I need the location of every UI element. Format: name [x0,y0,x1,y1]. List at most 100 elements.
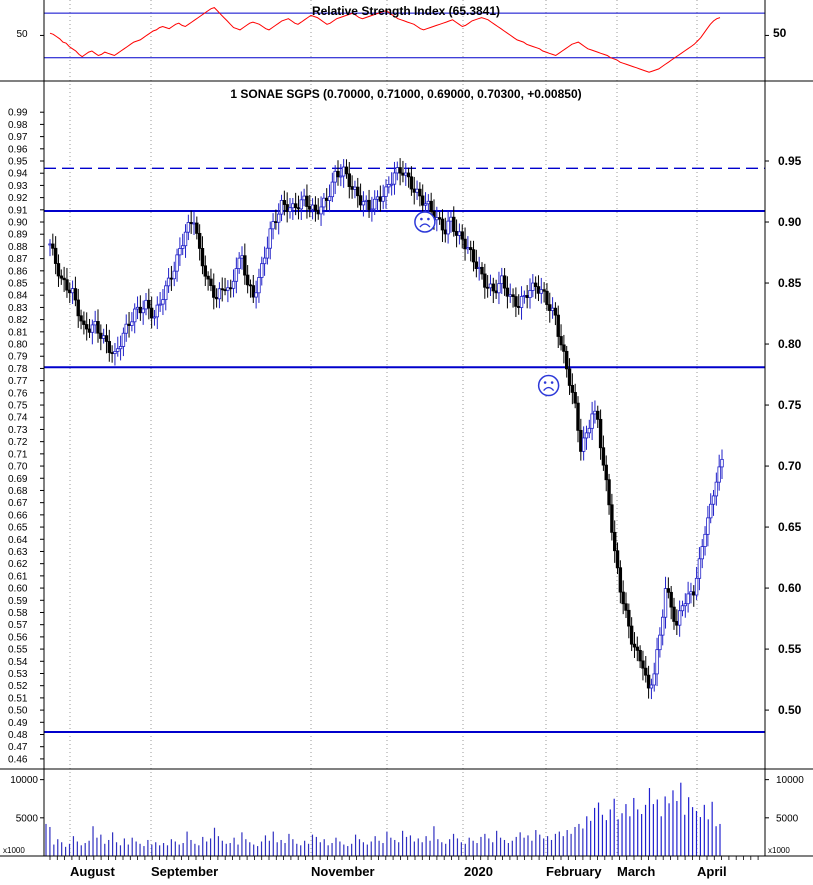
candle-body [658,634,662,651]
candle-body [73,288,78,301]
candle-body [113,351,117,355]
candle-body [675,621,679,626]
candle-body [53,247,58,264]
price-left-tick-label: 0.61 [8,571,28,582]
candle-body [570,385,575,393]
candle-body [118,346,123,350]
rsi-line [49,7,721,73]
candle-body [517,305,521,308]
candle-body [350,186,354,190]
candle-body [364,199,368,202]
candle-body [268,228,272,249]
month-label-march: March [617,864,655,879]
volume-right-tick-label: 10000 [776,775,804,786]
candle-body [483,273,487,288]
candle-body [135,306,140,310]
candle-body [310,204,315,210]
candle-body [341,166,346,177]
candle-body [446,220,450,235]
candle-body [463,238,467,250]
price-left-tick-label: 0.51 [8,693,28,704]
price-right-tick-label: 0.90 [778,215,802,229]
price-left-tick-label: 0.91 [8,205,28,216]
candle-body [531,282,535,291]
candle-body [257,277,261,294]
month-label-september: September [151,864,218,879]
candle-body [378,196,383,202]
price-title: 1 SONAE SGPS (0.70000, 0.71000, 0.69000,… [230,87,581,101]
candle-body [293,203,298,209]
candle-body [604,464,608,481]
candle-body [384,186,388,197]
candle-body [353,186,357,190]
price-right-tick-label: 0.60 [778,581,802,595]
candle-body [457,231,462,236]
candle-body [93,321,97,326]
candle-body [533,282,538,287]
candle-body [548,304,552,311]
candle-body [183,231,188,247]
candle-body [181,245,185,249]
candle-body [155,304,159,318]
price-left-tick-label: 0.67 [8,498,28,509]
candle-body [149,307,154,319]
candle-body [277,213,281,223]
candle-body [638,649,642,662]
candle-body [590,413,594,429]
candle-body [234,268,239,282]
candle-body [720,458,724,468]
candle-body [508,294,512,297]
volume-unit-label-left: x1000 [3,846,25,855]
candle-body [610,504,614,533]
candle-body [361,201,366,206]
candle-body [522,295,527,297]
candle-body [505,287,510,297]
candle-body [133,308,137,323]
price-left-tick-label: 0.83 [8,303,28,314]
price-left-tick-label: 0.47 [8,742,28,753]
candle-body [711,495,716,505]
price-left-tick-label: 0.74 [8,413,28,424]
month-label-august: August [70,864,115,879]
price-left-tick-label: 0.98 [8,120,28,131]
price-left-tick-label: 0.93 [8,181,28,192]
candle-body [192,222,196,225]
candle-body [545,290,549,306]
candle-body [415,188,419,193]
candle-body [646,674,651,689]
candle-body [652,673,656,686]
candle-body [471,249,476,263]
candle-body [90,324,95,333]
candle-body [593,410,597,415]
candle-body [175,254,179,272]
candle-body [248,284,253,287]
candle-body [581,437,586,452]
candle-body [618,567,623,593]
price-left-tick-label: 0.94 [8,169,28,180]
volume-bars [45,782,721,856]
candle-body [141,308,145,314]
candle-body [356,186,360,197]
candle-body [567,368,572,386]
price-left-tick-label: 0.95 [8,157,28,168]
candle-body [500,275,504,285]
candle-body [144,299,148,310]
candle-body [663,588,668,618]
candle-body [598,418,603,449]
candle-body [101,335,106,339]
candle-body [130,321,134,326]
candle-body [48,243,52,246]
candle-body [172,270,176,280]
price-left-tick-label: 0.89 [8,230,28,241]
candle-body [223,289,227,292]
candle-body [333,170,337,183]
candle-body [632,643,637,648]
candle-body [339,175,343,178]
candle-body [367,199,371,210]
price-left-tick-label: 0.96 [8,144,28,155]
candle-body [124,323,128,334]
candle-body [635,646,639,651]
rsi-level-label-right: 50 [773,26,787,40]
candle-body [409,176,414,190]
candle-body [556,314,560,337]
